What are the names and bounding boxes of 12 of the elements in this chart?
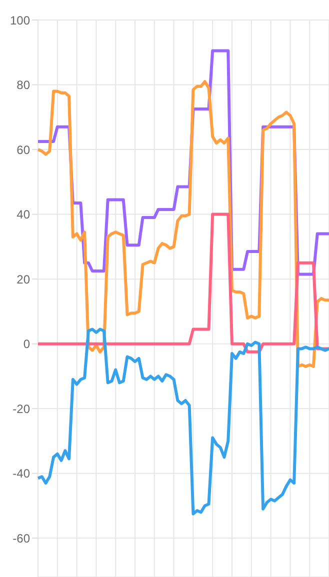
y-tick-label: 40 — [16, 208, 30, 222]
y-tick-label: -60 — [12, 531, 30, 546]
y-tick-label: 60 — [16, 142, 30, 157]
y-tick-label: 20 — [16, 272, 30, 286]
line-series — [36, 80, 329, 368]
y-tick-label: 0 — [23, 337, 30, 352]
line-series — [36, 328, 329, 516]
y-tick-label: -40 — [12, 466, 30, 481]
line-series — [36, 212, 329, 354]
y-tick-label: 80 — [16, 78, 30, 92]
y-tick-label: 100 — [10, 13, 30, 28]
y-tick-label: -20 — [12, 402, 30, 416]
